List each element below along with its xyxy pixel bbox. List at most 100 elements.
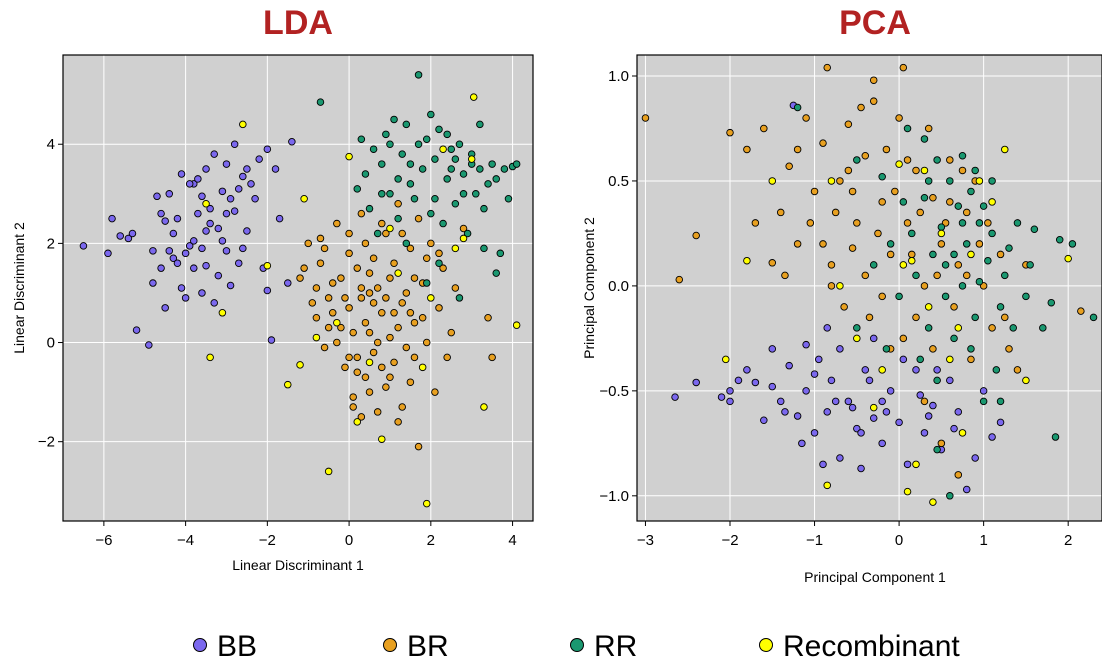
pca-point-bb [726,387,734,395]
pca-point-bb [857,464,865,473]
pca-point-recombinant [836,282,844,290]
pca-point-recombinant [958,429,967,437]
pca-point-rr [996,397,1005,406]
pca-point-recombinant [743,256,751,265]
pca-point-rr [933,156,941,164]
legend-item-rr: RR [570,630,637,662]
lda-point-bb [128,229,137,238]
lda-point-bb [202,261,210,270]
pca-point-rr [954,202,963,210]
lda-point-rr [398,150,406,158]
pca-point-br [878,292,886,301]
pca-point-bb [916,391,924,399]
pca-point-bb [785,361,793,370]
pca-point-bb [692,378,700,387]
lda-point-br [353,353,362,362]
lda-y-axis-label: Linear Discriminant 2 [11,222,27,354]
pca-point-br [793,240,802,248]
pca-point-br [692,231,700,240]
lda-point-bb [234,259,243,267]
pca-point-rr [920,193,929,202]
lda-point-br [422,254,431,263]
pca-point-br [857,103,865,112]
lda-point-recombinant [439,145,447,153]
pca-point-br [827,282,836,290]
pca-point-rr [1013,219,1022,227]
lda-point-bb [116,232,124,240]
pca-point-recombinant [924,303,933,311]
lda-point-br [406,244,415,253]
lda-point-rr [357,135,366,144]
lda-point-bb [206,219,214,228]
pca-point-br [836,177,844,185]
lda-frame [62,54,534,522]
lda-points [79,71,521,508]
lda-point-recombinant [378,435,386,443]
lda-point-br [353,368,362,377]
lda-point-br [390,259,398,267]
pca-point-bb [823,324,831,332]
pca-point-rr [958,219,967,227]
legend-bb-label: BB [217,630,257,662]
lda-point-recombinant [386,224,394,233]
lda-point-br [341,294,349,302]
lda-point-recombinant [512,321,521,329]
pca-point-br [776,208,785,217]
lda-point-recombinant [459,234,468,243]
lda-y-tick-label: 2 [47,235,55,252]
pca-point-rr [916,355,924,364]
pca-point-recombinant [1001,145,1009,154]
lda-point-bb [243,165,251,173]
pca-point-br [924,124,933,133]
pca-point-br [1005,345,1013,353]
pca-point-rr [971,313,979,322]
pca-point-bb [836,454,844,462]
pca-point-bb [717,393,726,401]
lda-point-br [312,313,321,322]
pca-point-br [831,208,840,217]
pca-point-br [802,114,810,122]
pca-point-recombinant [878,366,886,374]
lda-point-br [304,239,312,248]
pca-point-rr [895,292,903,301]
pca-point-recombinant [912,460,920,469]
lda-point-br [410,318,419,327]
pca-point-rr [962,240,971,248]
lda-point-br [435,249,443,258]
lda-point-bb [190,237,198,245]
lda-point-br [390,309,398,317]
pca-point-bb [810,370,819,378]
lda-point-br [324,323,333,332]
pca-x-tick-label: 1 [979,532,987,549]
lda-point-recombinant [263,261,272,270]
legend-item-br: BR [383,630,449,662]
pca-point-br [1001,313,1009,322]
pca-point-br [760,124,768,133]
pca-point-rr [1039,324,1047,332]
pca-point-br [908,250,916,259]
lda-point-rr [435,125,443,134]
pca-point-br [912,166,920,175]
pca-frame [636,54,1102,522]
pca-point-recombinant [937,229,946,238]
lda-point-br [386,333,394,342]
pca-point-rr [950,250,958,259]
pca-point-rr [878,172,886,181]
legend-recombinant-marker [759,638,773,652]
lda-point-bb [157,264,165,272]
pca-point-br [751,219,760,227]
pca-point-rr [924,177,933,185]
lda-x-tick-label: 4 [508,532,516,549]
pca-point-rr [992,366,1001,374]
pca-point-bb [844,397,853,406]
pca-point-bb [933,366,941,374]
pca-point-bb [869,334,878,343]
pca-point-br [827,261,836,269]
lda-point-bb [222,160,231,168]
pca-point-br [996,250,1005,259]
lda-point-bb [288,138,296,146]
pca-point-bb [920,429,929,437]
lda-point-br [349,328,357,337]
lda-point-recombinant [345,152,353,161]
lda-point-recombinant [300,195,308,203]
